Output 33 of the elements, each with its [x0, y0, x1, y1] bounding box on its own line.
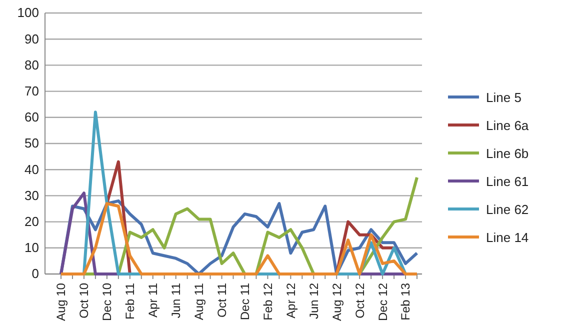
legend-label: Line 6a [486, 118, 530, 133]
x-tick-label: Oct 12 [352, 282, 367, 318]
x-tick-label: Jun 12 [306, 282, 321, 320]
y-tick-label: 100 [17, 5, 39, 20]
legend-label: Line 14 [486, 230, 529, 245]
legend-label: Line 5 [486, 90, 522, 105]
x-tick-label: Apr 11 [146, 282, 160, 318]
y-tick-label: 50 [24, 136, 39, 151]
x-tick-label: Oct 11 [214, 282, 229, 318]
y-tick-label: 0 [32, 266, 39, 282]
x-tick-label: Feb 11 [123, 282, 138, 320]
x-tick-label: Feb 13 [398, 282, 413, 320]
y-tick-label: 90 [24, 31, 39, 46]
x-tick-label: Dec 11 [238, 282, 252, 320]
y-tick-label: 80 [24, 57, 39, 72]
legend-label: Line 61 [486, 174, 529, 189]
y-tick-label: 10 [24, 240, 39, 256]
y-tick-label: 60 [24, 110, 39, 125]
legend-label: Line 6b [486, 146, 529, 161]
x-tick-label: Feb 12 [260, 282, 275, 320]
y-tick-label: 70 [24, 83, 39, 98]
x-tick-label: Dec 12 [376, 282, 390, 322]
y-tick-label: 20 [24, 214, 39, 229]
y-tick-label: 30 [24, 188, 39, 203]
x-tick-label: Oct 10 [77, 282, 92, 318]
x-tick-label: Aug 10 [54, 282, 68, 322]
x-tick-label: Dec 10 [100, 282, 114, 322]
x-tick-label: Aug 11 [192, 282, 206, 320]
x-tick-label: Jun 11 [169, 282, 184, 318]
x-tick-label: Apr 12 [284, 282, 298, 318]
y-tick-label: 40 [24, 162, 39, 177]
x-tick-label: Aug 12 [330, 282, 344, 322]
legend-label: Line 62 [486, 202, 529, 217]
